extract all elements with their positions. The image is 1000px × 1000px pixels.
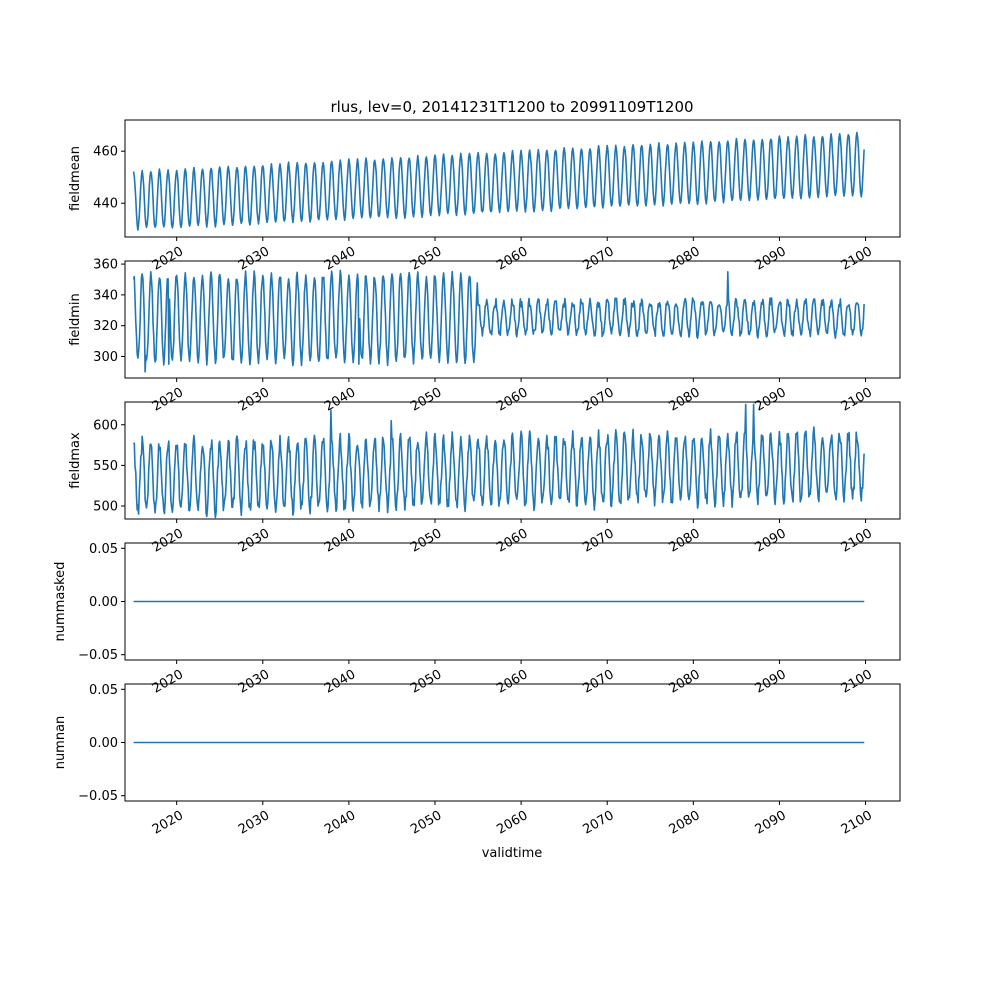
y-axis-label-fieldmin: fieldmin: [68, 293, 83, 346]
y-axis-label-fieldmax: fieldmax: [68, 432, 83, 489]
y-tick-label-fieldmin: 340: [93, 288, 118, 303]
y-tick-label-fieldmin: 320: [93, 319, 118, 334]
axes-frame-fieldmax: [124, 401, 901, 520]
axes-frame-fieldmin: [124, 260, 901, 379]
y-tick-label-nummasked: 0.05: [89, 542, 118, 557]
y-tick-label-fieldmin: 300: [93, 350, 118, 365]
y-axis-label-nummasked: nummasked: [53, 562, 68, 642]
series-line-fieldmax: [132, 403, 865, 519]
y-axis-label-fieldmean: fieldmean: [68, 146, 83, 211]
y-tick-label-fieldmax: 550: [93, 459, 118, 474]
y-tick-label-nummasked: 0.00: [89, 595, 118, 610]
y-tick-label-fieldmax: 600: [93, 418, 118, 433]
y-tick-label-fieldmin: 360: [93, 258, 118, 273]
axes-frame-fieldmean: [124, 119, 901, 238]
y-tick-label-fieldmean: 460: [93, 145, 118, 160]
y-tick-label-fieldmax: 500: [93, 500, 118, 515]
y-tick-label-nummasked: −0.05: [78, 648, 118, 663]
y-axis-label-numnan: numnan: [53, 716, 68, 770]
series-line-fieldmean: [132, 131, 865, 231]
figure-title: rlus, lev=0, 20141231T1200 to 20991109T1…: [330, 98, 693, 116]
series-line-fieldmin: [132, 269, 865, 373]
x-axis-label: validtime: [482, 846, 543, 861]
y-tick-label-fieldmean: 440: [93, 197, 118, 212]
y-tick-label-numnan: 0.00: [89, 736, 118, 751]
y-tick-label-numnan: −0.05: [78, 789, 118, 804]
y-tick-label-numnan: 0.05: [89, 683, 118, 698]
